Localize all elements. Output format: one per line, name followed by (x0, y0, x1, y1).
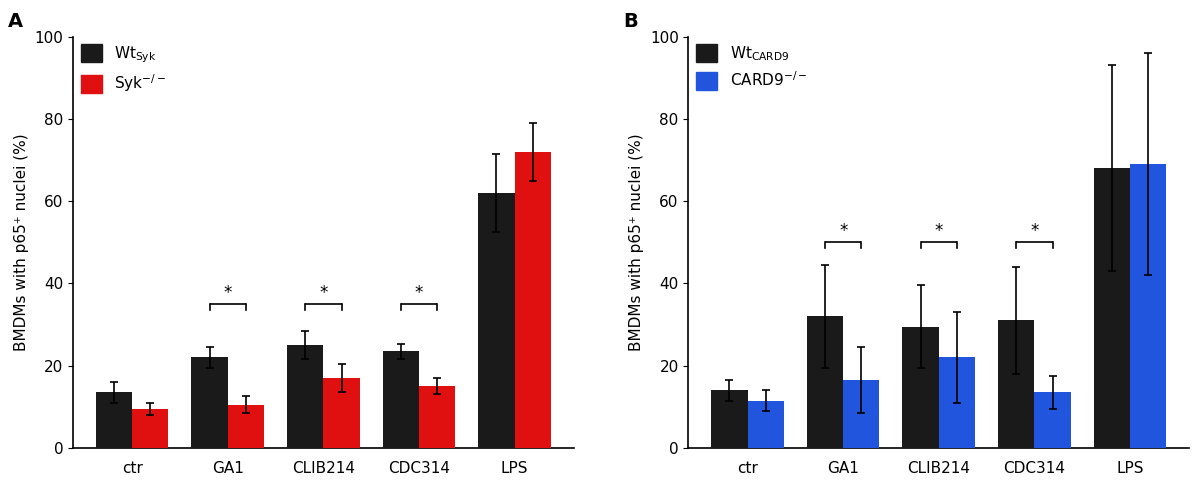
Text: *: * (415, 284, 423, 302)
Bar (96, 392, 132, 448)
Legend: Wt$_{\mathregular{Syk}}$, Syk$^{\mathregular{-/-}}$: Wt$_{\mathregular{Syk}}$, Syk$^{\mathreg… (78, 41, 170, 97)
Bar (479, 193, 515, 448)
Legend: Wt$_{\mathregular{CARD9}}$, CARD9$^{\mathregular{-/-}}$: Wt$_{\mathregular{CARD9}}$, CARD9$^{\mat… (693, 41, 811, 93)
Bar (227, 405, 265, 448)
Bar (132, 409, 168, 448)
Text: *: * (319, 284, 327, 302)
Bar (1035, 392, 1071, 448)
Y-axis label: BMDMs with p65⁺ nuclei (%): BMDMs with p65⁺ nuclei (%) (629, 133, 645, 351)
Bar (515, 152, 551, 448)
Bar (288, 345, 324, 448)
Bar (711, 391, 747, 448)
Text: *: * (1030, 222, 1038, 240)
Text: B: B (623, 12, 638, 31)
Bar (191, 357, 227, 448)
Text: *: * (224, 284, 232, 302)
Bar (747, 401, 784, 448)
Bar (1130, 164, 1167, 448)
Bar (419, 386, 456, 448)
Text: *: * (935, 222, 943, 240)
Bar (383, 351, 419, 448)
Bar (1094, 168, 1130, 448)
Text: A: A (8, 12, 23, 31)
Bar (938, 357, 976, 448)
Bar (843, 380, 879, 448)
Bar (998, 320, 1035, 448)
Bar (902, 326, 938, 448)
Bar (807, 316, 843, 448)
Y-axis label: BMDMs with p65⁺ nuclei (%): BMDMs with p65⁺ nuclei (%) (14, 133, 29, 351)
Text: *: * (838, 222, 847, 240)
Bar (324, 378, 360, 448)
